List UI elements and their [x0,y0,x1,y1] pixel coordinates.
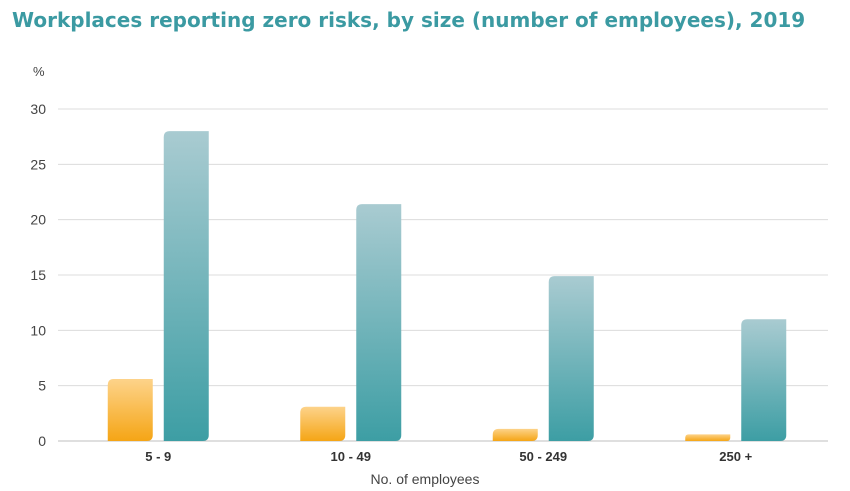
chart-title: Workplaces reporting zero risks, by size… [12,8,806,32]
bar-series-1-3 [685,434,731,441]
bar-series-2-3 [741,319,787,441]
y-tick-label: 15 [30,267,46,283]
x-tick-label: 5 - 9 [145,449,171,464]
x-axis-label: No. of employees [371,471,480,487]
bar-series-1-1 [300,406,346,441]
y-tick-label: 10 [30,322,46,338]
x-tick-label: 10 - 49 [331,449,371,464]
x-axis-ticks: 5 - 9 10 - 49 50 - 249 250 + [145,449,752,464]
bar-series-2-2 [548,276,594,441]
y-tick-label: 5 [38,378,46,394]
x-tick-label: 50 - 249 [519,449,567,464]
y-tick-label: 0 [38,433,46,449]
bar-series-2-0 [163,131,209,441]
y-axis-ticks: 0 5 10 15 20 25 30 [30,101,46,449]
y-axis-unit-label: % [33,64,45,79]
y-tick-label: 20 [30,212,46,228]
bar-series-1-2 [492,428,538,441]
y-tick-label: 25 [30,156,46,172]
bar-series-2-1 [356,204,402,441]
bars [107,131,787,441]
y-tick-label: 30 [30,101,46,117]
bar-series-1-0 [107,379,153,441]
x-tick-label: 250 + [719,449,752,464]
